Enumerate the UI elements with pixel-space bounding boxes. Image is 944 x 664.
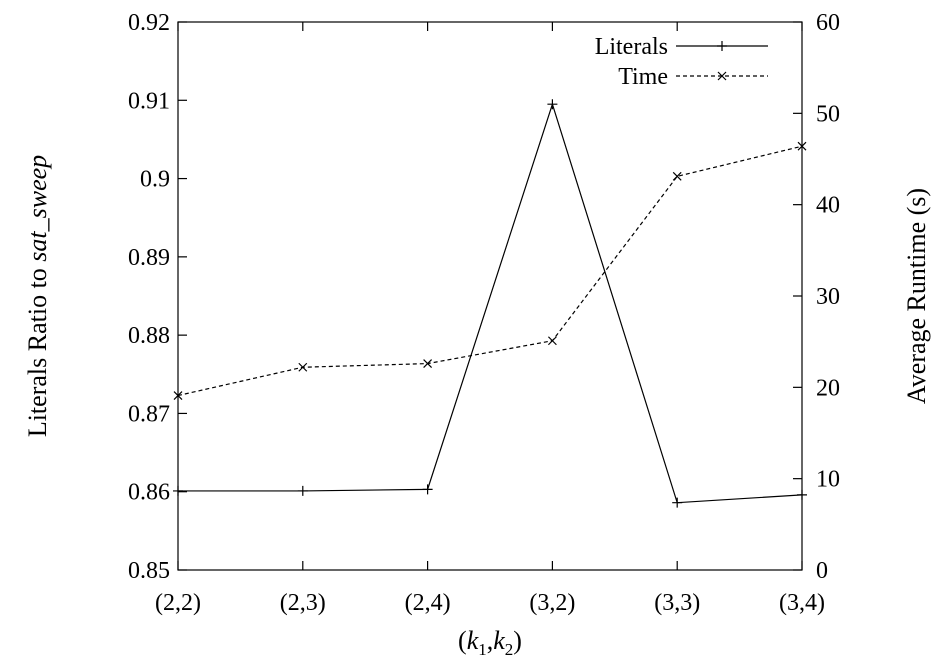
- data-point-time: [298, 362, 308, 372]
- left-y-axis: 0.85 0.86 0.87 0.88 0.89 0.9 0.91 0.92: [128, 10, 187, 584]
- right-tick-label: 20: [816, 375, 840, 401]
- data-point-literals: [797, 489, 807, 500]
- x-tick-label: (3,3): [654, 590, 700, 616]
- data-point-time: [423, 359, 433, 369]
- data-point-literals: [173, 485, 183, 496]
- y-axis-left-title: Literals Ratio to sat_sweep: [23, 155, 52, 437]
- left-tick-label: 0.92: [128, 10, 170, 36]
- data-point-literals: [547, 99, 558, 110]
- left-tick-label: 0.88: [128, 323, 170, 349]
- legend-label-literals: Literals: [595, 34, 668, 60]
- right-tick-label: 10: [816, 467, 840, 493]
- x-tick-label: (3,4): [779, 590, 825, 616]
- legend-label-time: Time: [618, 64, 668, 90]
- right-tick-label: 50: [816, 101, 840, 127]
- legend-marker-literals-plus: [717, 41, 727, 51]
- data-point-literals: [672, 497, 683, 508]
- legend-point-literals: [717, 41, 727, 51]
- data-point-time: [173, 391, 183, 400]
- right-tick-label: 60: [816, 10, 840, 36]
- series-line-time: [177, 145, 803, 397]
- data-point-time: [797, 141, 807, 151]
- data-point-time: [547, 336, 557, 346]
- left-tick-label: 0.87: [128, 401, 170, 427]
- x-tick-label: (3,2): [529, 590, 575, 616]
- data-point-literals: [297, 485, 308, 496]
- data-point-literals: [422, 484, 433, 495]
- x-tick-label: (2,4): [405, 590, 451, 616]
- right-tick-label: 40: [816, 193, 840, 219]
- series-layer: [173, 99, 807, 508]
- legend-point-time: [717, 71, 727, 81]
- right-tick-label: 0: [816, 558, 828, 584]
- legend-marker-time-cross: [717, 71, 727, 81]
- right-y-axis: 0 10 20 30 40 50 60: [793, 10, 840, 584]
- x-axis-title: (k1,k2): [458, 626, 522, 659]
- right-tick-label: 30: [816, 284, 840, 310]
- x-tick-label: (2,2): [155, 590, 201, 616]
- series-line-literals: [178, 102, 803, 504]
- left-tick-label: 0.9: [140, 167, 170, 193]
- left-tick-label: 0.85: [128, 558, 170, 584]
- left-tick-label: 0.86: [128, 480, 170, 506]
- x-tick-label: (2,3): [280, 590, 326, 616]
- x-axis: (2,2) (2,3) (2,4) (3,2) (3,3) (3,4): [155, 22, 825, 616]
- left-tick-label: 0.91: [128, 88, 170, 114]
- legend: Literals Time: [595, 34, 768, 90]
- y-axis-right-title: Average Runtime (s): [902, 188, 931, 404]
- data-point-time: [672, 171, 682, 181]
- left-tick-label: 0.89: [128, 245, 170, 271]
